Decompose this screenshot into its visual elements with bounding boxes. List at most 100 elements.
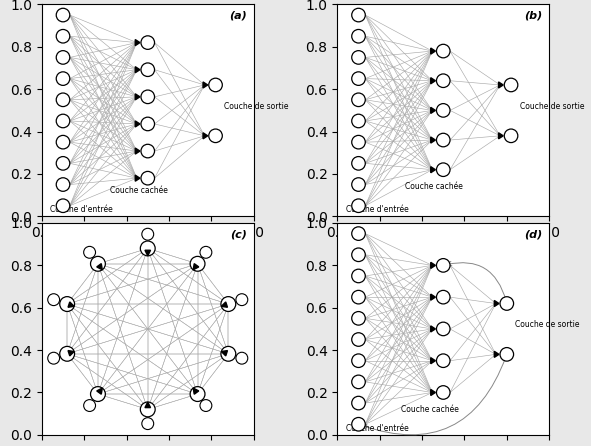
Circle shape xyxy=(437,354,450,368)
Text: Couche d'entrée: Couche d'entrée xyxy=(346,205,408,214)
Polygon shape xyxy=(431,389,436,396)
Polygon shape xyxy=(494,301,499,306)
Text: (b): (b) xyxy=(525,11,543,21)
Circle shape xyxy=(352,354,365,368)
Text: Couche de sortie: Couche de sortie xyxy=(224,102,288,111)
Circle shape xyxy=(437,163,450,177)
Circle shape xyxy=(60,297,74,311)
Polygon shape xyxy=(135,40,140,45)
Circle shape xyxy=(60,347,74,361)
Circle shape xyxy=(352,290,365,304)
Polygon shape xyxy=(431,294,436,300)
Circle shape xyxy=(90,387,105,401)
Circle shape xyxy=(437,44,450,58)
Circle shape xyxy=(352,248,365,261)
Circle shape xyxy=(140,241,155,256)
Circle shape xyxy=(141,63,154,77)
Circle shape xyxy=(141,90,154,103)
Circle shape xyxy=(352,136,365,149)
Text: (d): (d) xyxy=(525,229,543,240)
Circle shape xyxy=(141,171,154,185)
Circle shape xyxy=(56,157,70,170)
Circle shape xyxy=(352,29,365,43)
Circle shape xyxy=(141,36,154,50)
Polygon shape xyxy=(97,264,102,270)
Polygon shape xyxy=(431,262,436,268)
Circle shape xyxy=(437,103,450,117)
Circle shape xyxy=(56,136,70,149)
Circle shape xyxy=(56,8,70,22)
Circle shape xyxy=(504,129,518,143)
Polygon shape xyxy=(431,107,436,113)
Circle shape xyxy=(352,93,365,107)
Circle shape xyxy=(56,114,70,128)
Polygon shape xyxy=(431,358,436,364)
Polygon shape xyxy=(431,137,436,143)
Polygon shape xyxy=(135,121,140,127)
Circle shape xyxy=(141,144,154,158)
Circle shape xyxy=(352,157,365,170)
Polygon shape xyxy=(68,351,74,356)
Polygon shape xyxy=(145,402,151,408)
Polygon shape xyxy=(135,94,140,100)
Polygon shape xyxy=(97,388,102,394)
Circle shape xyxy=(500,347,514,361)
Circle shape xyxy=(56,178,70,191)
Circle shape xyxy=(437,133,450,147)
Circle shape xyxy=(437,290,450,304)
Polygon shape xyxy=(68,302,74,307)
Text: Couche de sortie: Couche de sortie xyxy=(515,320,580,329)
Circle shape xyxy=(352,72,365,85)
Circle shape xyxy=(352,375,365,388)
Polygon shape xyxy=(494,351,499,357)
Circle shape xyxy=(437,386,450,399)
Circle shape xyxy=(56,51,70,64)
Circle shape xyxy=(352,51,365,64)
Polygon shape xyxy=(431,167,436,173)
Circle shape xyxy=(209,129,222,143)
Polygon shape xyxy=(221,351,228,356)
Circle shape xyxy=(190,256,205,271)
Circle shape xyxy=(437,259,450,272)
Circle shape xyxy=(141,117,154,131)
Circle shape xyxy=(352,312,365,325)
Polygon shape xyxy=(145,250,151,256)
Circle shape xyxy=(352,396,365,410)
Circle shape xyxy=(352,178,365,191)
Text: Couche d'entrée: Couche d'entrée xyxy=(346,424,408,433)
Polygon shape xyxy=(193,388,199,394)
Circle shape xyxy=(352,269,365,283)
Circle shape xyxy=(437,74,450,87)
Circle shape xyxy=(56,72,70,85)
Polygon shape xyxy=(221,302,228,307)
Polygon shape xyxy=(431,48,436,54)
Circle shape xyxy=(190,387,205,401)
Circle shape xyxy=(140,402,155,417)
Circle shape xyxy=(352,199,365,212)
Circle shape xyxy=(221,347,236,361)
Circle shape xyxy=(500,297,514,310)
Polygon shape xyxy=(203,133,207,139)
Circle shape xyxy=(352,8,365,22)
Text: (a): (a) xyxy=(229,11,247,21)
Text: Couche cachée: Couche cachée xyxy=(401,405,459,414)
Text: Couche cachée: Couche cachée xyxy=(109,186,167,195)
Circle shape xyxy=(221,297,236,311)
Circle shape xyxy=(504,78,518,92)
Text: Couche d'entrée: Couche d'entrée xyxy=(50,205,113,214)
Polygon shape xyxy=(135,175,140,181)
Polygon shape xyxy=(499,82,503,88)
Polygon shape xyxy=(431,326,436,332)
Circle shape xyxy=(56,29,70,43)
Text: Couche cachée: Couche cachée xyxy=(405,182,463,191)
Circle shape xyxy=(56,93,70,107)
Text: Couche de sortie: Couche de sortie xyxy=(519,102,584,111)
Circle shape xyxy=(209,78,222,92)
Polygon shape xyxy=(203,82,207,88)
Polygon shape xyxy=(499,133,503,139)
Polygon shape xyxy=(431,78,436,84)
Circle shape xyxy=(90,256,105,271)
Polygon shape xyxy=(135,148,140,154)
Text: (c): (c) xyxy=(230,229,247,240)
Circle shape xyxy=(352,114,365,128)
